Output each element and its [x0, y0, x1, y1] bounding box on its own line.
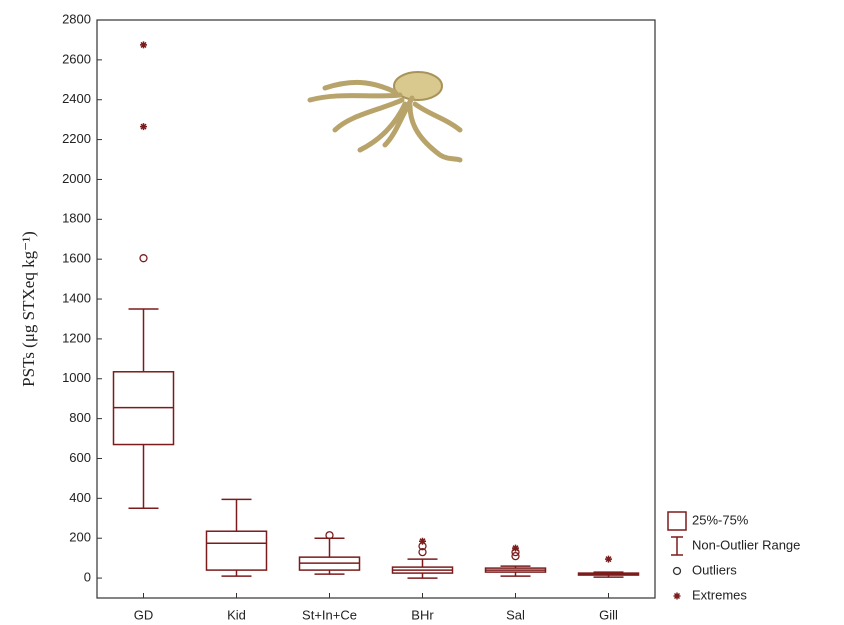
outlier [511, 551, 520, 561]
y-tick-label: 800 [69, 410, 91, 425]
box [205, 530, 268, 571]
y-tick-label: 2800 [62, 11, 91, 26]
y-tick-label: 2400 [62, 91, 91, 106]
extreme [512, 544, 519, 552]
y-tick-label: 2200 [62, 131, 91, 146]
legend-outlier [672, 566, 682, 576]
outlier [325, 531, 334, 540]
legend-label: 25%-75% [692, 512, 749, 527]
y-tick-label: 200 [69, 530, 91, 545]
y-axis-label: PSTs (μg STXeq kg⁻¹) [19, 231, 38, 387]
legend-extreme [673, 592, 681, 600]
legend-label: Outliers [692, 562, 737, 577]
y-tick-label: 1600 [62, 251, 91, 266]
y-tick-label: 1400 [62, 290, 91, 305]
octopus-illustration [307, 71, 463, 163]
x-tick-label: Gill [599, 607, 618, 622]
legend-box [667, 511, 687, 531]
x-tick-label: Kid [227, 607, 246, 622]
plot-frame [96, 19, 656, 599]
x-tick-label: GD [134, 607, 154, 622]
y-tick-label: 1800 [62, 211, 91, 226]
y-tick-label: 600 [69, 450, 91, 465]
y-tick-label: 2600 [62, 51, 91, 66]
y-tick-label: 400 [69, 490, 91, 505]
outlier [418, 548, 427, 557]
x-tick-label: BHr [411, 607, 434, 622]
y-tick-label: 0 [84, 570, 91, 585]
x-tick-label: St+In+Ce [302, 607, 357, 622]
outlier [139, 254, 148, 263]
x-tick-label: Sal [506, 607, 525, 622]
y-tick-label: 1000 [62, 370, 91, 385]
legend-label: Non-Outlier Range [692, 537, 800, 552]
extreme [419, 537, 426, 545]
legend-label: Extremes [692, 587, 747, 602]
y-tick-label: 2000 [62, 171, 91, 186]
legend-whisker [671, 536, 683, 556]
extreme [605, 555, 612, 563]
y-tick-label: 1200 [62, 330, 91, 345]
extreme [140, 41, 147, 49]
extreme [140, 123, 147, 131]
